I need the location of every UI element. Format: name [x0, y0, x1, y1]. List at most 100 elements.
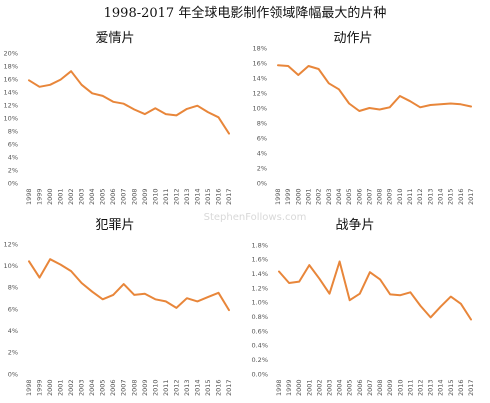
data-point: [81, 282, 83, 284]
y-tick-label: 8%: [257, 119, 267, 127]
x-tick-label: 2000: [46, 379, 54, 396]
y-tick-label: 0%: [8, 370, 18, 378]
data-point: [154, 298, 156, 300]
data-point: [288, 282, 290, 284]
y-tick-label: 14%: [4, 88, 18, 96]
data-point: [460, 303, 462, 305]
y-tick-label: 8%: [8, 284, 18, 292]
x-tick-label: 2008: [130, 379, 138, 396]
data-point: [186, 297, 188, 299]
data-point: [70, 270, 72, 272]
data-point: [175, 114, 177, 116]
data-point: [470, 319, 472, 321]
x-tick-label: 2001: [57, 188, 65, 205]
x-tick-label: 1998: [25, 188, 33, 205]
y-tick-label: 20%: [4, 49, 18, 57]
y-tick-label: 1.2%: [251, 284, 268, 292]
x-tick-label: 2002: [315, 379, 323, 396]
x-tick-label: 2014: [193, 188, 201, 205]
x-tick-label: 2013: [183, 379, 191, 396]
data-point: [329, 293, 331, 295]
y-tick-label: 4%: [257, 149, 267, 157]
data-point: [450, 103, 452, 105]
x-tick-label: 2000: [295, 379, 303, 396]
data-point: [123, 103, 125, 105]
data-point: [207, 111, 209, 113]
x-tick-label: 2001: [305, 379, 313, 396]
data-point: [307, 65, 309, 67]
data-point: [144, 293, 146, 295]
data-point: [338, 88, 340, 90]
data-point: [278, 271, 280, 273]
x-tick-label: 2012: [172, 188, 180, 205]
x-tick-label: 2006: [355, 188, 363, 205]
x-tick-label: 2002: [315, 188, 323, 205]
data-point: [328, 82, 330, 84]
data-point: [379, 109, 381, 111]
x-tick-label: 2016: [457, 188, 465, 205]
y-tick-label: 2%: [8, 166, 18, 174]
x-tick-label: 2017: [467, 188, 475, 205]
y-tick-label: 14%: [253, 74, 267, 82]
data-point: [419, 106, 421, 108]
x-tick-label: 2016: [214, 188, 222, 205]
data-point: [154, 107, 156, 109]
data-point: [368, 107, 370, 109]
data-point: [91, 291, 93, 293]
data-point: [217, 116, 219, 118]
x-tick-label: 2017: [225, 188, 233, 205]
series-line: [28, 70, 230, 135]
data-point: [308, 264, 310, 266]
data-point: [39, 86, 41, 88]
x-tick-label: 2017: [225, 379, 233, 396]
data-point: [399, 95, 401, 97]
series-line: [277, 64, 472, 112]
x-tick-label: 2001: [304, 188, 312, 205]
data-point: [91, 92, 93, 94]
x-tick-label: 2012: [416, 379, 424, 396]
data-point: [186, 108, 188, 110]
y-tick-label: 6%: [257, 134, 267, 142]
data-point: [358, 110, 360, 112]
x-tick-label: 1999: [36, 188, 44, 205]
x-tick-label: 2004: [88, 379, 96, 396]
x-tick-label: 2006: [356, 379, 364, 396]
data-point: [369, 271, 371, 273]
x-tick-label: 2006: [109, 379, 117, 396]
data-point: [399, 294, 401, 296]
y-tick-label: 0.2%: [251, 356, 268, 364]
x-tick-label: 2007: [120, 188, 128, 205]
x-tick-label: 1998: [274, 188, 282, 205]
data-point: [389, 293, 391, 295]
data-point: [318, 278, 320, 280]
data-point: [277, 64, 279, 66]
watermark-text: StephenFollows.com: [204, 212, 307, 223]
y-tick-label: 10%: [4, 262, 18, 270]
data-point: [318, 68, 320, 70]
data-point: [133, 109, 135, 111]
panel-title: 爱情片: [95, 31, 134, 46]
x-tick-label: 2012: [416, 188, 424, 205]
data-point: [379, 278, 381, 280]
data-point: [228, 309, 230, 311]
y-tick-label: 4%: [8, 153, 18, 161]
y-tick-label: 12%: [253, 89, 267, 97]
data-point: [175, 307, 177, 309]
y-tick-label: 6%: [8, 305, 18, 313]
chart-panel-4: 战争片 0.0% 0.2% 0.4% 0.6% 0.8% 1.0% 1.2% 1.4% 1.6% 1…: [251, 218, 475, 396]
data-point: [450, 296, 452, 298]
data-point: [460, 103, 462, 105]
y-tick-label: 18%: [253, 44, 267, 52]
x-tick-label: 2013: [427, 379, 435, 396]
y-tick-label: 10%: [253, 104, 267, 112]
y-tick-label: 16%: [253, 59, 267, 67]
x-tick-label: 2008: [130, 188, 138, 205]
x-tick-label: 2010: [396, 188, 404, 205]
data-point: [217, 292, 219, 294]
data-point: [359, 293, 361, 295]
data-point: [49, 84, 51, 86]
x-tick-label: 2012: [172, 379, 180, 396]
y-tick-label: 4%: [8, 327, 18, 335]
x-tick-label: 2003: [326, 379, 334, 396]
